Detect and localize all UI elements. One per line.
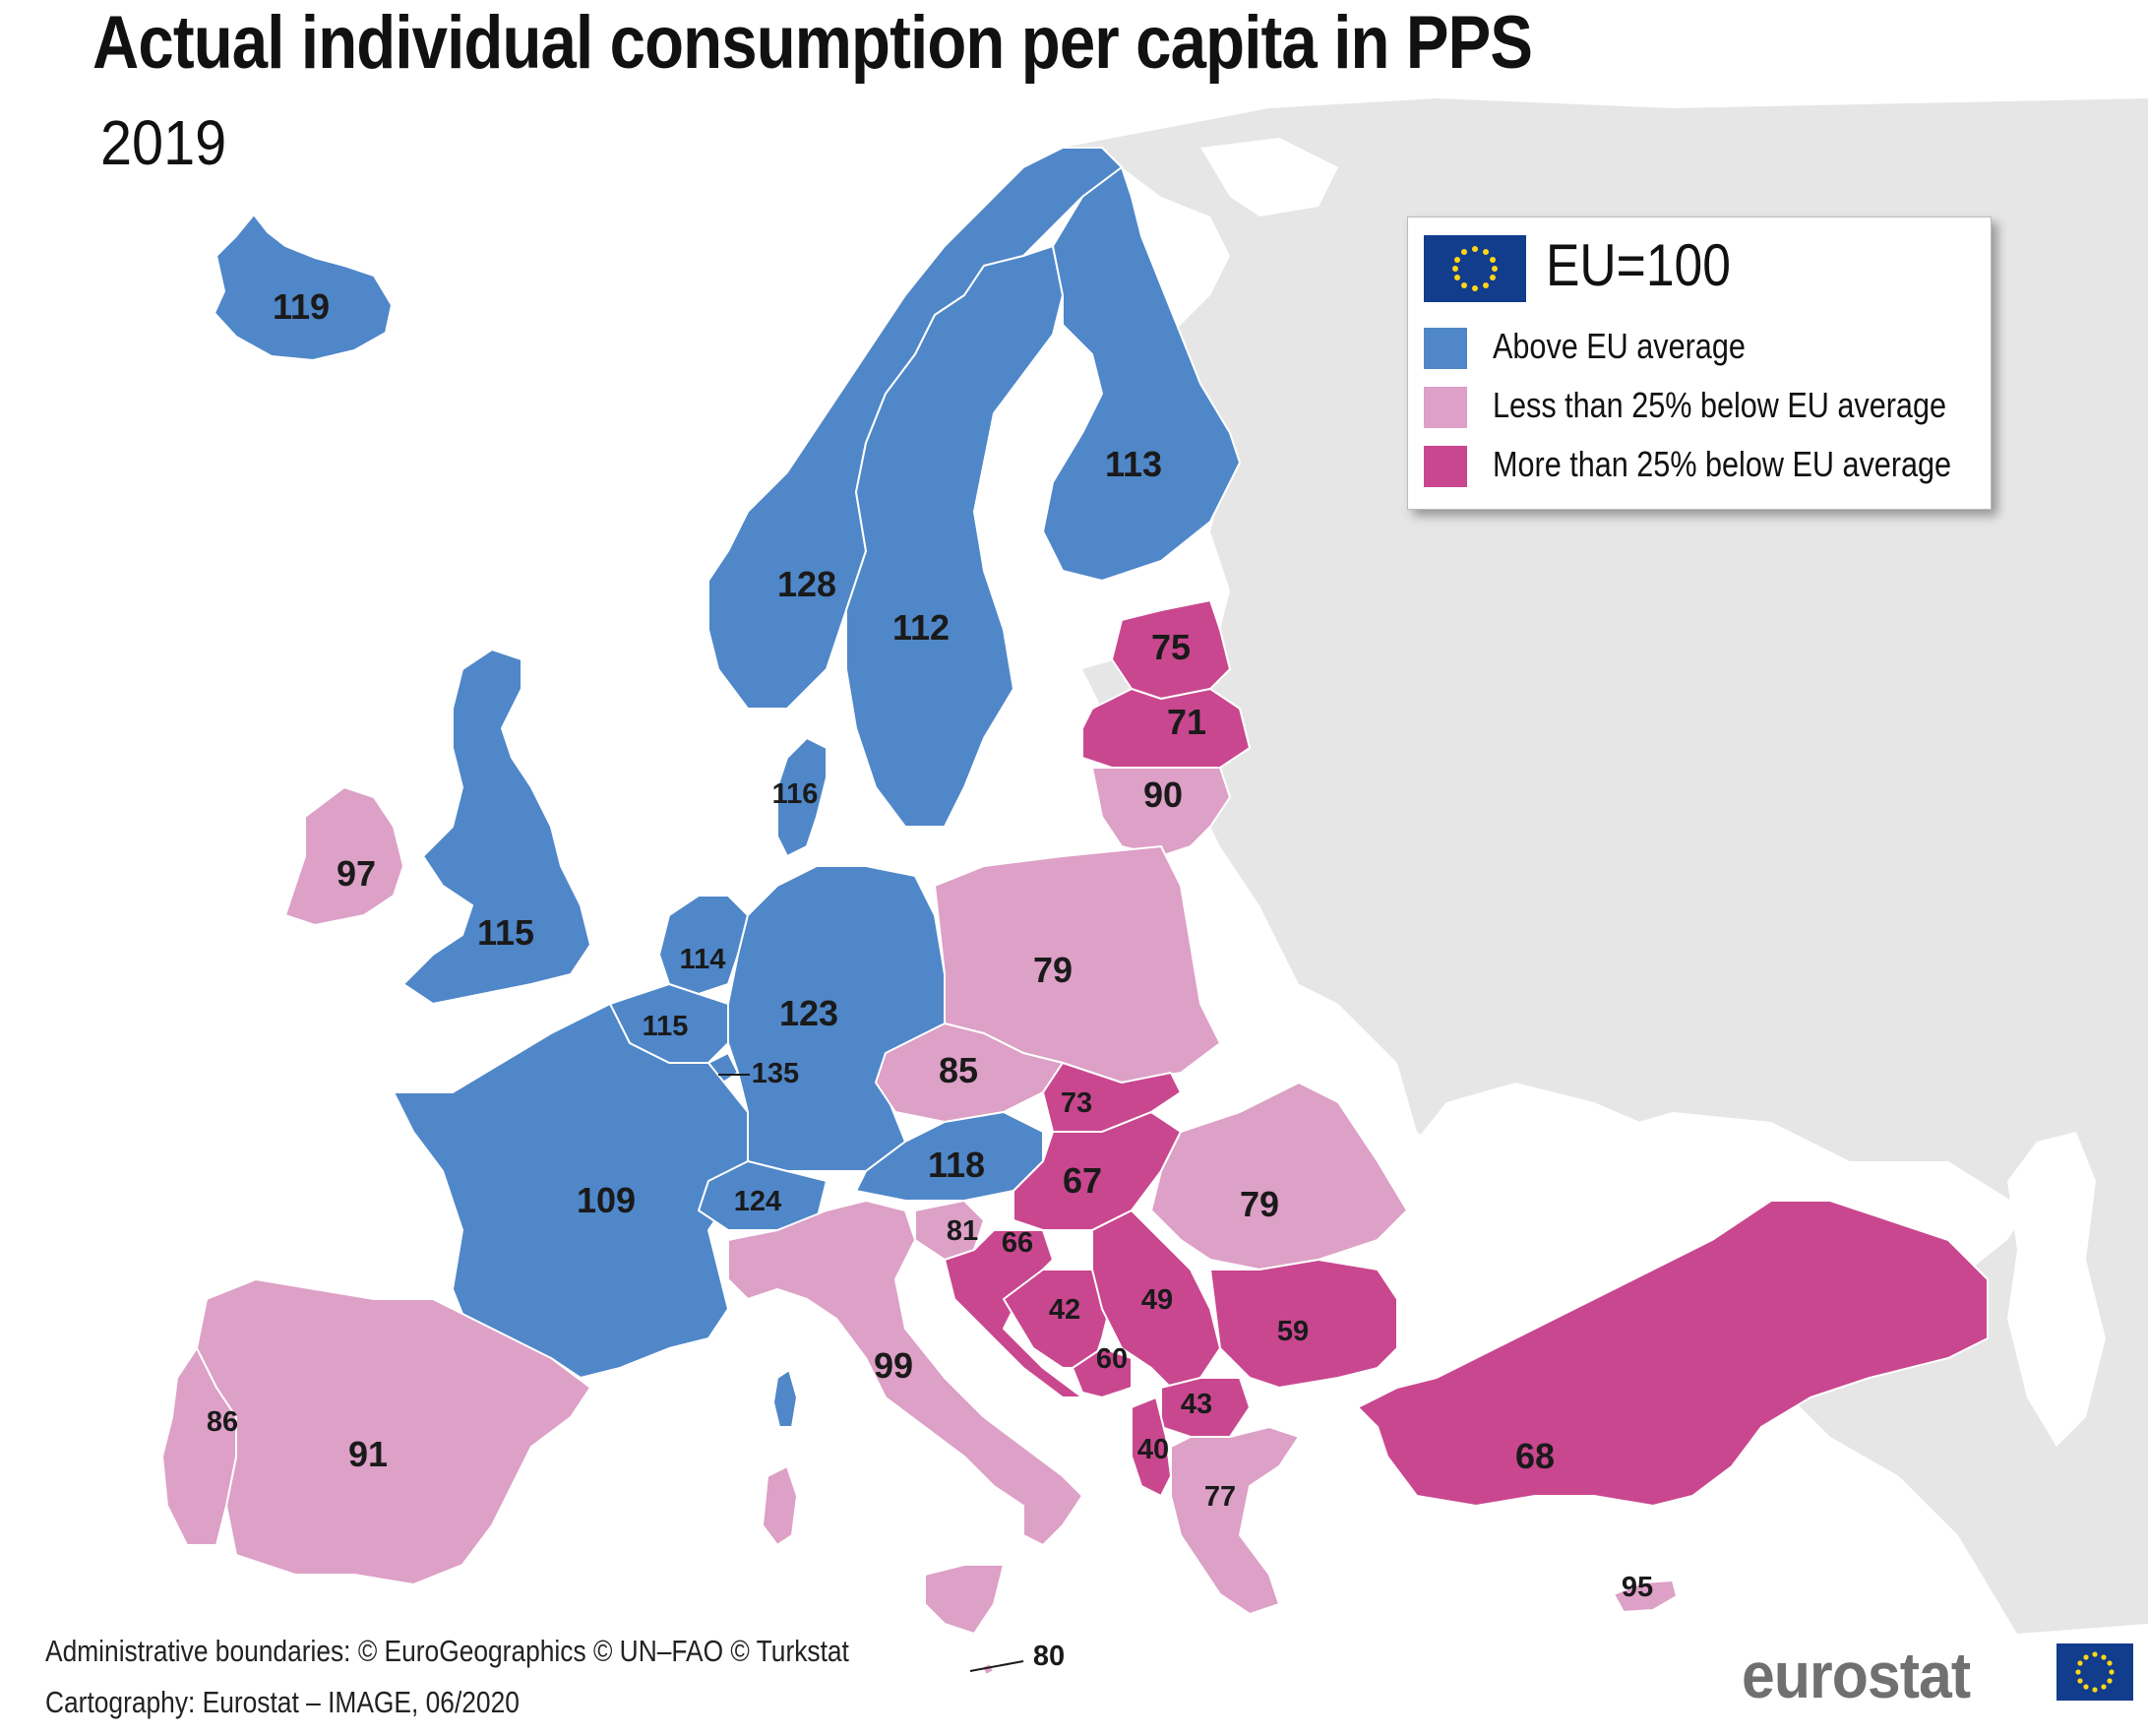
label-estonia: 75 bbox=[1151, 627, 1191, 667]
label-portugal: 86 bbox=[207, 1406, 238, 1438]
belarus-ukraine-land bbox=[1220, 630, 1417, 984]
label-serbia: 49 bbox=[1141, 1284, 1173, 1316]
label-spain: 91 bbox=[348, 1434, 388, 1474]
credit-cartography: Cartography: Eurostat – IMAGE, 06/2020 bbox=[45, 1685, 520, 1719]
label-germany: 123 bbox=[779, 993, 838, 1033]
label-romania: 79 bbox=[1240, 1184, 1279, 1224]
country-netherlands[interactable] bbox=[658, 895, 749, 995]
countries bbox=[161, 147, 1989, 1676]
legend-label-above: Above EU average bbox=[1493, 326, 1746, 366]
country-bosnia[interactable] bbox=[1003, 1269, 1113, 1369]
legend-label-less25: Less than 25% below EU average bbox=[1493, 385, 1946, 425]
country-bulgaria[interactable] bbox=[1209, 1259, 1398, 1389]
country-turkey[interactable] bbox=[1357, 1200, 1989, 1507]
label-switzerland: 124 bbox=[734, 1186, 781, 1217]
label-uk: 115 bbox=[477, 912, 534, 953]
country-italy[interactable] bbox=[727, 1200, 1083, 1546]
credit-boundaries: Administrative boundaries: © EuroGeograp… bbox=[45, 1634, 849, 1668]
country-sweden[interactable] bbox=[845, 245, 1064, 828]
legend-swatch-less25 bbox=[1424, 387, 1467, 428]
label-greece: 77 bbox=[1204, 1481, 1236, 1513]
label-north-macedonia: 43 bbox=[1181, 1389, 1212, 1420]
eurostat-flag-icon bbox=[2056, 1643, 2133, 1701]
country-estonia[interactable] bbox=[1111, 599, 1231, 700]
country-france-corsica[interactable] bbox=[772, 1369, 798, 1428]
country-lithuania[interactable] bbox=[1091, 767, 1231, 857]
eurostat-logo: eurostat bbox=[1736, 1638, 2139, 1716]
country-croatia[interactable] bbox=[944, 1229, 1083, 1398]
country-germany[interactable] bbox=[727, 865, 946, 1172]
label-norway: 128 bbox=[777, 564, 836, 604]
label-hungary: 67 bbox=[1063, 1160, 1102, 1201]
label-belgium: 115 bbox=[643, 1011, 689, 1042]
legend-swatch-more25 bbox=[1424, 446, 1467, 487]
label-albania: 40 bbox=[1137, 1434, 1169, 1465]
label-czechia: 85 bbox=[939, 1050, 978, 1090]
label-finland: 113 bbox=[1105, 444, 1162, 484]
country-denmark[interactable] bbox=[776, 737, 828, 857]
legend-swatch-above bbox=[1424, 328, 1467, 369]
value-labels: 119 128 112 113 75 71 90 116 97 115 114 … bbox=[207, 286, 1653, 1672]
country-romania[interactable] bbox=[1150, 1082, 1408, 1271]
caspian-sea bbox=[2007, 1132, 2106, 1447]
label-bosnia: 42 bbox=[1049, 1294, 1080, 1326]
label-lithuania: 90 bbox=[1143, 775, 1183, 815]
label-france: 109 bbox=[577, 1180, 636, 1220]
label-croatia: 66 bbox=[1002, 1227, 1033, 1259]
country-france[interactable] bbox=[393, 1003, 749, 1379]
country-ireland[interactable] bbox=[284, 786, 404, 926]
leader-malta bbox=[969, 1660, 1024, 1672]
country-north-macedonia[interactable] bbox=[1160, 1377, 1251, 1438]
country-greece[interactable] bbox=[1170, 1426, 1300, 1615]
label-ireland: 97 bbox=[337, 853, 376, 894]
country-portugal[interactable] bbox=[161, 1347, 237, 1546]
label-poland: 79 bbox=[1033, 950, 1073, 990]
country-uk[interactable] bbox=[402, 649, 591, 1005]
page-subtitle: 2019 bbox=[100, 107, 227, 178]
label-latvia: 71 bbox=[1167, 702, 1206, 742]
legend-label-more25: More than 25% below EU average bbox=[1493, 444, 1952, 484]
country-albania[interactable] bbox=[1131, 1396, 1172, 1497]
legend-reference: EU=100 bbox=[1546, 232, 1731, 298]
eu-flag-icon bbox=[1424, 235, 1526, 302]
country-italy-sicily[interactable] bbox=[924, 1564, 1005, 1635]
label-sweden: 112 bbox=[892, 607, 950, 648]
label-iceland: 119 bbox=[273, 286, 330, 327]
label-slovenia: 81 bbox=[947, 1215, 978, 1247]
label-denmark: 116 bbox=[772, 778, 819, 810]
label-slovakia: 73 bbox=[1061, 1087, 1092, 1119]
country-iceland[interactable] bbox=[214, 214, 393, 361]
label-italy: 99 bbox=[874, 1345, 913, 1386]
label-montenegro: 60 bbox=[1096, 1343, 1128, 1375]
country-latvia[interactable] bbox=[1081, 688, 1251, 769]
country-montenegro[interactable] bbox=[1072, 1347, 1133, 1398]
label-turkey: 68 bbox=[1515, 1436, 1555, 1476]
country-malta[interactable] bbox=[981, 1662, 995, 1676]
country-italy-sardinia[interactable] bbox=[762, 1465, 798, 1546]
eurostat-logo-text: eurostat bbox=[1742, 1639, 1971, 1711]
label-luxembourg: 135 bbox=[752, 1058, 799, 1089]
label-netherlands: 114 bbox=[680, 944, 726, 975]
legend: EU=100 Above EU average Less than 25% be… bbox=[1407, 217, 1992, 510]
white-sea bbox=[1200, 138, 1338, 217]
label-malta: 80 bbox=[1033, 1641, 1065, 1672]
label-austria: 118 bbox=[928, 1145, 985, 1185]
label-bulgaria: 59 bbox=[1277, 1316, 1309, 1347]
label-cyprus: 95 bbox=[1622, 1572, 1653, 1603]
country-finland[interactable] bbox=[1042, 166, 1241, 582]
country-cyprus[interactable] bbox=[1613, 1580, 1678, 1613]
page-title: Actual individual consumption per capita… bbox=[92, 1, 1533, 85]
